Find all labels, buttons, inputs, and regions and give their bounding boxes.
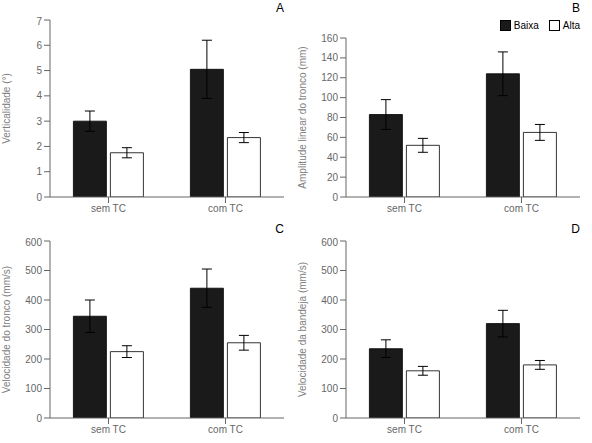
svg-text:5: 5 [36,65,42,76]
svg-text:3: 3 [36,116,42,127]
svg-text:sem TC: sem TC [91,203,126,214]
svg-text:0: 0 [332,413,338,424]
svg-text:sem TC: sem TC [387,424,422,435]
svg-text:1: 1 [36,166,42,177]
svg-text:0: 0 [332,192,338,203]
svg-text:300: 300 [25,324,42,335]
svg-text:com TC: com TC [208,203,243,214]
svg-text:100: 100 [321,383,338,394]
svg-text:0: 0 [36,413,42,424]
svg-text:100: 100 [321,92,338,103]
svg-text:Velocidade do tronco (mm/s): Velocidade do tronco (mm/s) [8,266,12,393]
svg-text:com TC: com TC [208,424,243,435]
svg-text:sem TC: sem TC [387,203,422,214]
html-text:A: A [276,1,284,15]
svg-text:7: 7 [36,16,42,27]
svg-text:100: 100 [25,383,42,394]
svg-text:500: 500 [25,265,42,276]
svg-text:300: 300 [321,324,338,335]
svg-text:120: 120 [321,72,338,83]
svg-text:20: 20 [327,172,339,183]
svg-text:2: 2 [36,141,42,152]
html-text:Baixa: Baixa [513,20,539,31]
svg-text:500: 500 [321,265,338,276]
svg-text:Amplitude linear do tronco (mm: Amplitude linear do tronco (mm) [297,46,308,188]
svg-text:4: 4 [36,90,42,101]
html-text:C: C [275,222,284,236]
svg-text:600: 600 [25,237,42,248]
svg-text:com TC: com TC [504,203,539,214]
svg-text:400: 400 [321,295,338,306]
svg-text:160: 160 [321,33,338,44]
svg-text:400: 400 [25,295,42,306]
svg-text:6: 6 [36,40,42,51]
svg-text:80: 80 [327,112,339,123]
svg-text:40: 40 [327,152,339,163]
html-text:D: D [571,222,580,236]
svg-text:600: 600 [321,237,338,248]
svg-text:Verticalidade (°): Verticalidade (°) [8,73,12,144]
svg-text:0: 0 [36,192,42,203]
svg-text:140: 140 [321,52,338,63]
svg-text:Velocidade da bandeja (mm/s): Velocidade da bandeja (mm/s) [297,262,308,397]
svg-text:200: 200 [25,354,42,365]
html-text:Alta: Alta [562,20,580,31]
html-text:B: B [572,1,580,15]
svg-text:sem TC: sem TC [91,424,126,435]
svg-text:com TC: com TC [504,424,539,435]
svg-text:60: 60 [327,132,339,143]
svg-text:200: 200 [321,354,338,365]
